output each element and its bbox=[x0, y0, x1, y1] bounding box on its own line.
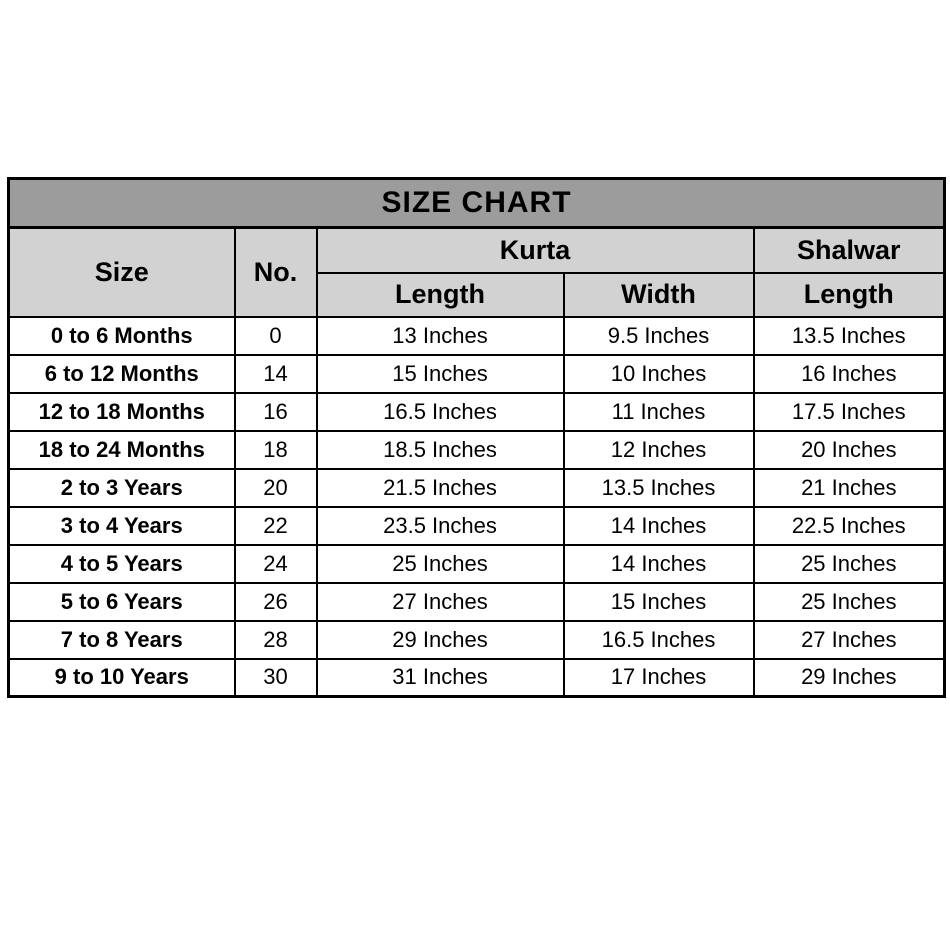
no-cell: 24 bbox=[233, 543, 318, 584]
no-cell: 18 bbox=[233, 429, 318, 470]
shalwar-length-cell: 17.5 Inches bbox=[752, 391, 946, 432]
no-cell: 16 bbox=[233, 391, 318, 432]
size-cell: 7 to 8 Years bbox=[7, 619, 236, 660]
size-cell: 12 to 18 Months bbox=[7, 391, 236, 432]
kurta-length-cell: 18.5 Inches bbox=[315, 429, 565, 470]
kurta-length-cell: 23.5 Inches bbox=[315, 505, 565, 546]
size-cell: 6 to 12 Months bbox=[7, 353, 236, 394]
header-kurta-group: Kurta bbox=[315, 226, 755, 274]
size-cell: 18 to 24 Months bbox=[7, 429, 236, 470]
shalwar-length-cell: 29 Inches bbox=[752, 657, 946, 698]
kurta-width-cell: 10 Inches bbox=[562, 353, 755, 394]
table-row: 5 to 6 Years 26 27 Inches 15 Inches 25 I… bbox=[7, 581, 946, 622]
header-kurta-width: Width bbox=[562, 271, 755, 318]
shalwar-length-cell: 25 Inches bbox=[752, 543, 946, 584]
kurta-width-cell: 14 Inches bbox=[562, 505, 755, 546]
kurta-length-cell: 16.5 Inches bbox=[315, 391, 565, 432]
kurta-length-cell: 15 Inches bbox=[315, 353, 565, 394]
no-cell: 30 bbox=[233, 657, 318, 698]
shalwar-length-cell: 27 Inches bbox=[752, 619, 946, 660]
table-row: 0 to 6 Months 0 13 Inches 9.5 Inches 13.… bbox=[7, 315, 946, 356]
kurta-length-cell: 13 Inches bbox=[315, 315, 565, 356]
shalwar-length-cell: 13.5 Inches bbox=[752, 315, 946, 356]
kurta-width-cell: 11 Inches bbox=[562, 391, 755, 432]
kurta-width-cell: 17 Inches bbox=[562, 657, 755, 698]
shalwar-length-cell: 20 Inches bbox=[752, 429, 946, 470]
kurta-length-cell: 25 Inches bbox=[315, 543, 565, 584]
kurta-length-cell: 21.5 Inches bbox=[315, 467, 565, 508]
table-row: 18 to 24 Months 18 18.5 Inches 12 Inches… bbox=[7, 429, 946, 470]
no-cell: 28 bbox=[233, 619, 318, 660]
table-row: 3 to 4 Years 22 23.5 Inches 14 Inches 22… bbox=[7, 505, 946, 546]
header-no: No. bbox=[233, 226, 318, 318]
kurta-width-cell: 15 Inches bbox=[562, 581, 755, 622]
shalwar-length-cell: 25 Inches bbox=[752, 581, 946, 622]
no-cell: 14 bbox=[233, 353, 318, 394]
shalwar-length-cell: 22.5 Inches bbox=[752, 505, 946, 546]
size-cell: 3 to 4 Years bbox=[7, 505, 236, 546]
kurta-width-cell: 12 Inches bbox=[562, 429, 755, 470]
size-chart-title: SIZE CHART bbox=[7, 177, 946, 229]
size-cell: 9 to 10 Years bbox=[7, 657, 236, 698]
no-cell: 22 bbox=[233, 505, 318, 546]
header-shalwar-group: Shalwar bbox=[752, 226, 946, 274]
size-cell: 2 to 3 Years bbox=[7, 467, 236, 508]
table-row: 12 to 18 Months 16 16.5 Inches 11 Inches… bbox=[7, 391, 946, 432]
kurta-length-cell: 27 Inches bbox=[315, 581, 565, 622]
header-size: Size bbox=[7, 226, 236, 318]
table-row: 6 to 12 Months 14 15 Inches 10 Inches 16… bbox=[7, 353, 946, 394]
shalwar-length-cell: 21 Inches bbox=[752, 467, 946, 508]
header-kurta-length: Length bbox=[315, 271, 565, 318]
table-row: 2 to 3 Years 20 21.5 Inches 13.5 Inches … bbox=[7, 467, 946, 508]
size-cell: 0 to 6 Months bbox=[7, 315, 236, 356]
kurta-width-cell: 14 Inches bbox=[562, 543, 755, 584]
kurta-width-cell: 16.5 Inches bbox=[562, 619, 755, 660]
table-row: 7 to 8 Years 28 29 Inches 16.5 Inches 27… bbox=[7, 619, 946, 660]
no-cell: 26 bbox=[233, 581, 318, 622]
no-cell: 0 bbox=[233, 315, 318, 356]
kurta-length-cell: 31 Inches bbox=[315, 657, 565, 698]
kurta-width-cell: 9.5 Inches bbox=[562, 315, 755, 356]
shalwar-length-cell: 16 Inches bbox=[752, 353, 946, 394]
size-cell: 4 to 5 Years bbox=[7, 543, 236, 584]
table-row: 4 to 5 Years 24 25 Inches 14 Inches 25 I… bbox=[7, 543, 946, 584]
size-chart-rows: 0 to 6 Months 0 13 Inches 9.5 Inches 13.… bbox=[7, 315, 946, 698]
header-shalwar-length: Length bbox=[752, 271, 946, 318]
kurta-length-cell: 29 Inches bbox=[315, 619, 565, 660]
no-cell: 20 bbox=[233, 467, 318, 508]
kurta-width-cell: 13.5 Inches bbox=[562, 467, 755, 508]
table-row: 9 to 10 Years 30 31 Inches 17 Inches 29 … bbox=[7, 657, 946, 698]
size-chart-table: SIZE CHART Size No. Kurta Shalwar Length… bbox=[7, 177, 947, 698]
size-cell: 5 to 6 Years bbox=[7, 581, 236, 622]
